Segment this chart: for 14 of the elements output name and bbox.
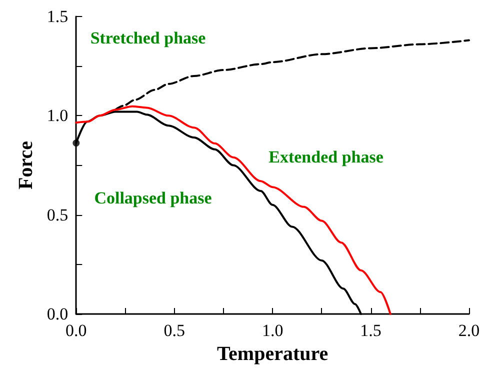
x-axis-title: Temperature	[217, 343, 328, 365]
y-tick-label: 1.0	[46, 106, 68, 126]
y-tick-label: 0.5	[46, 205, 68, 224]
x-tick-label: 1.5	[360, 321, 382, 340]
x-tick-label: 1.0	[262, 321, 284, 340]
x-tick-label: 2.0	[458, 321, 480, 340]
x-tick-label: 0.5	[164, 321, 185, 340]
x-tick-label: 0.0	[66, 321, 87, 340]
y-tick-label: 1.5	[46, 7, 68, 26]
y-axis-title: Force	[15, 140, 37, 190]
annotation: Collapsed phase	[94, 188, 212, 208]
y-tick-label: 0.0	[46, 304, 68, 324]
annotation: Extended phase	[268, 148, 384, 166]
annotation: Stretched phase	[90, 28, 206, 48]
